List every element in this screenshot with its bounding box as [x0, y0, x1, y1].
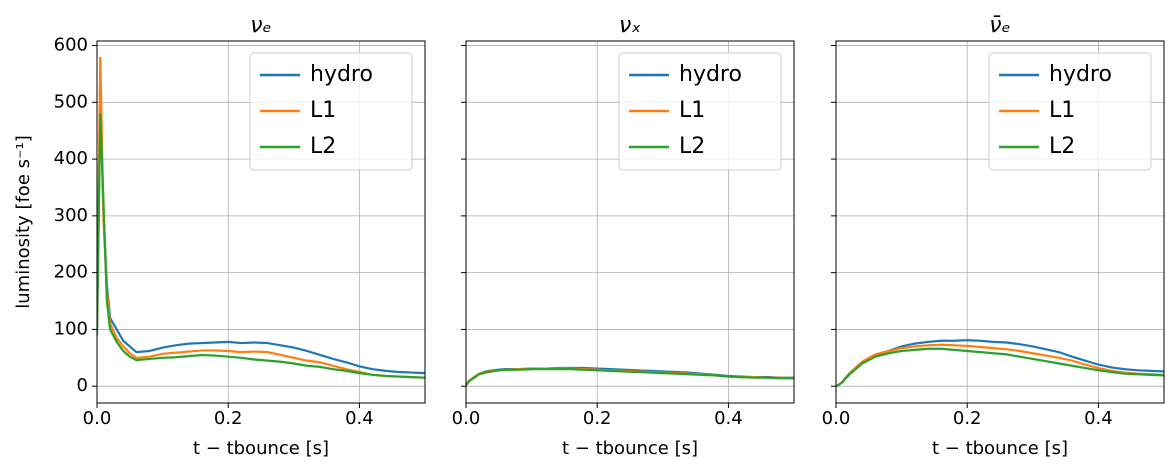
y-tick-label: 500 — [54, 91, 88, 112]
x-tick-label: 0.0 — [452, 408, 481, 429]
line-series — [836, 339, 1164, 388]
line-series — [836, 347, 1164, 388]
chart-title: νₓ — [619, 13, 641, 38]
axes-frame — [835, 40, 1165, 404]
x-tick-label: 0.0 — [822, 408, 851, 429]
line-series — [97, 113, 425, 379]
y-tick-label: 300 — [54, 205, 88, 226]
y-tick-label: 600 — [54, 35, 88, 56]
x-axis-label: t − tbounce [s] — [193, 438, 329, 459]
y-tick-label: 400 — [54, 148, 88, 169]
legend-label: hydro — [679, 62, 742, 87]
x-tick-label: 0.2 — [214, 408, 243, 429]
legend-label: hydro — [310, 62, 373, 87]
y-tick-label: 100 — [54, 318, 88, 339]
x-tick-label: 0.4 — [345, 408, 374, 429]
x-tick-label: 0.2 — [583, 408, 612, 429]
legend-label: L1 — [1049, 98, 1075, 123]
y-tick-label: 0 — [77, 375, 88, 396]
legend-label: L1 — [679, 98, 705, 123]
x-tick-label: 0.2 — [953, 408, 982, 429]
line-series — [466, 368, 794, 386]
line-series — [97, 56, 425, 379]
chart-title: ν̄ₑ — [989, 13, 1010, 38]
legend-label: L2 — [679, 134, 705, 159]
x-axis-label: t − tbounce [s] — [562, 438, 698, 459]
y-tick-label: 200 — [54, 262, 88, 283]
chart-title: νₑ — [250, 13, 271, 38]
legend-label: L1 — [310, 98, 336, 123]
x-tick-label: 0.4 — [1084, 408, 1113, 429]
legend-label: L2 — [310, 134, 336, 159]
legend-label: hydro — [1049, 62, 1112, 87]
axes-frame — [96, 40, 426, 404]
line-series — [836, 343, 1164, 388]
legend-label: L2 — [1049, 134, 1075, 159]
axes-frame — [465, 40, 795, 404]
x-tick-label: 0.0 — [83, 408, 112, 429]
x-axis-label: t − tbounce [s] — [932, 438, 1068, 459]
line-series — [97, 102, 425, 375]
legend-box — [249, 52, 413, 171]
legend-box — [988, 52, 1152, 171]
legend-box — [618, 52, 782, 171]
y-axis-label: luminosity [foe s⁻¹] — [13, 135, 34, 308]
x-tick-label: 0.4 — [714, 408, 743, 429]
